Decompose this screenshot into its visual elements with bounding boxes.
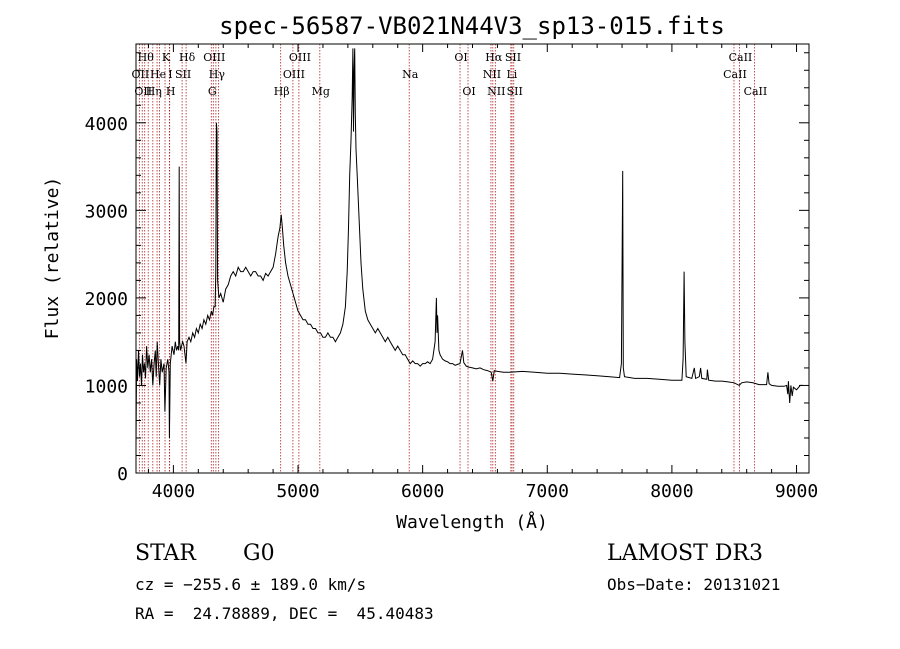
coordinates-readout: RA = 24.78889, DEC = 45.40483 (135, 604, 434, 623)
reference-line-label: He (150, 68, 166, 81)
chart-title: spec-56587-VB021N44V3_sp13-015.fits (219, 12, 725, 40)
x-tick-label: 9000 (775, 481, 818, 502)
x-tick-label: 5000 (276, 481, 319, 502)
reference-line-label: OI (454, 51, 467, 64)
reference-line-label: SII (505, 51, 521, 64)
reference-line-label: Hδ (179, 51, 196, 64)
reference-line-label: OI (462, 85, 475, 98)
reference-line-label: Li (506, 68, 517, 81)
reference-line-label: CaII (729, 51, 753, 64)
reference-labels: OIIOIIHθHηHeKIHSIIHδGOIIIHγHβOIIIOIIIMgN… (132, 51, 768, 98)
reference-lines (138, 44, 755, 473)
reference-line-label: G (208, 85, 217, 98)
reference-line-label: Na (402, 68, 419, 81)
reference-line-label: SII (507, 85, 523, 98)
reference-line-label: OIII (283, 68, 305, 81)
reference-line-label: Hβ (274, 85, 290, 98)
axis-tick-labels: 4000 5000 6000 7000 8000 9000 0 1000 2000 3000 400… (85, 114, 819, 502)
y-tick-label: 3000 (85, 201, 128, 222)
y-tick-label: 4000 (85, 114, 128, 135)
x-tick-label: 7000 (526, 481, 569, 502)
y-tick-label: 0 (117, 464, 128, 485)
y-tick-label: 2000 (85, 289, 128, 310)
spectrum-line (135, 48, 803, 447)
reference-line-label: Hθ (138, 51, 155, 64)
x-tick-label: 6000 (401, 481, 444, 502)
star-subclass-label: G0 (243, 541, 275, 566)
plot-frame (135, 43, 810, 474)
x-tick-label: 4000 (152, 481, 195, 502)
reference-line-label: Hη (146, 85, 162, 98)
reference-line-label: OIII (289, 51, 311, 64)
reference-line-label: Mg (312, 85, 330, 98)
axis-ticks (136, 44, 809, 474)
reference-line-label: OIII (203, 51, 225, 64)
redshift-readout: cz = −255.6 ± 189.0 km/s (135, 575, 367, 594)
reference-line-label: Hα (485, 51, 503, 64)
observation-date: Obs−Date: 20131021 (607, 575, 781, 594)
star-class-label: STAR (135, 541, 196, 566)
y-axis-label: Flux (relative) (42, 177, 63, 340)
reference-line-label: SII (175, 68, 191, 81)
reference-line-label: K (162, 51, 171, 64)
reference-line-label: H (166, 85, 176, 98)
x-tick-label: 8000 (650, 481, 693, 502)
reference-line-label: NII (487, 85, 505, 98)
reference-line-label: I (168, 68, 172, 81)
survey-label: LAMOST DR3 (607, 541, 763, 566)
reference-line-label: CaII (744, 85, 768, 98)
reference-line-label: NII (483, 68, 501, 81)
reference-line-label: CaII (723, 68, 747, 81)
x-axis-label: Wavelength (Å) (396, 511, 548, 533)
y-tick-label: 1000 (85, 376, 128, 397)
reference-line-label: Hγ (209, 68, 226, 81)
